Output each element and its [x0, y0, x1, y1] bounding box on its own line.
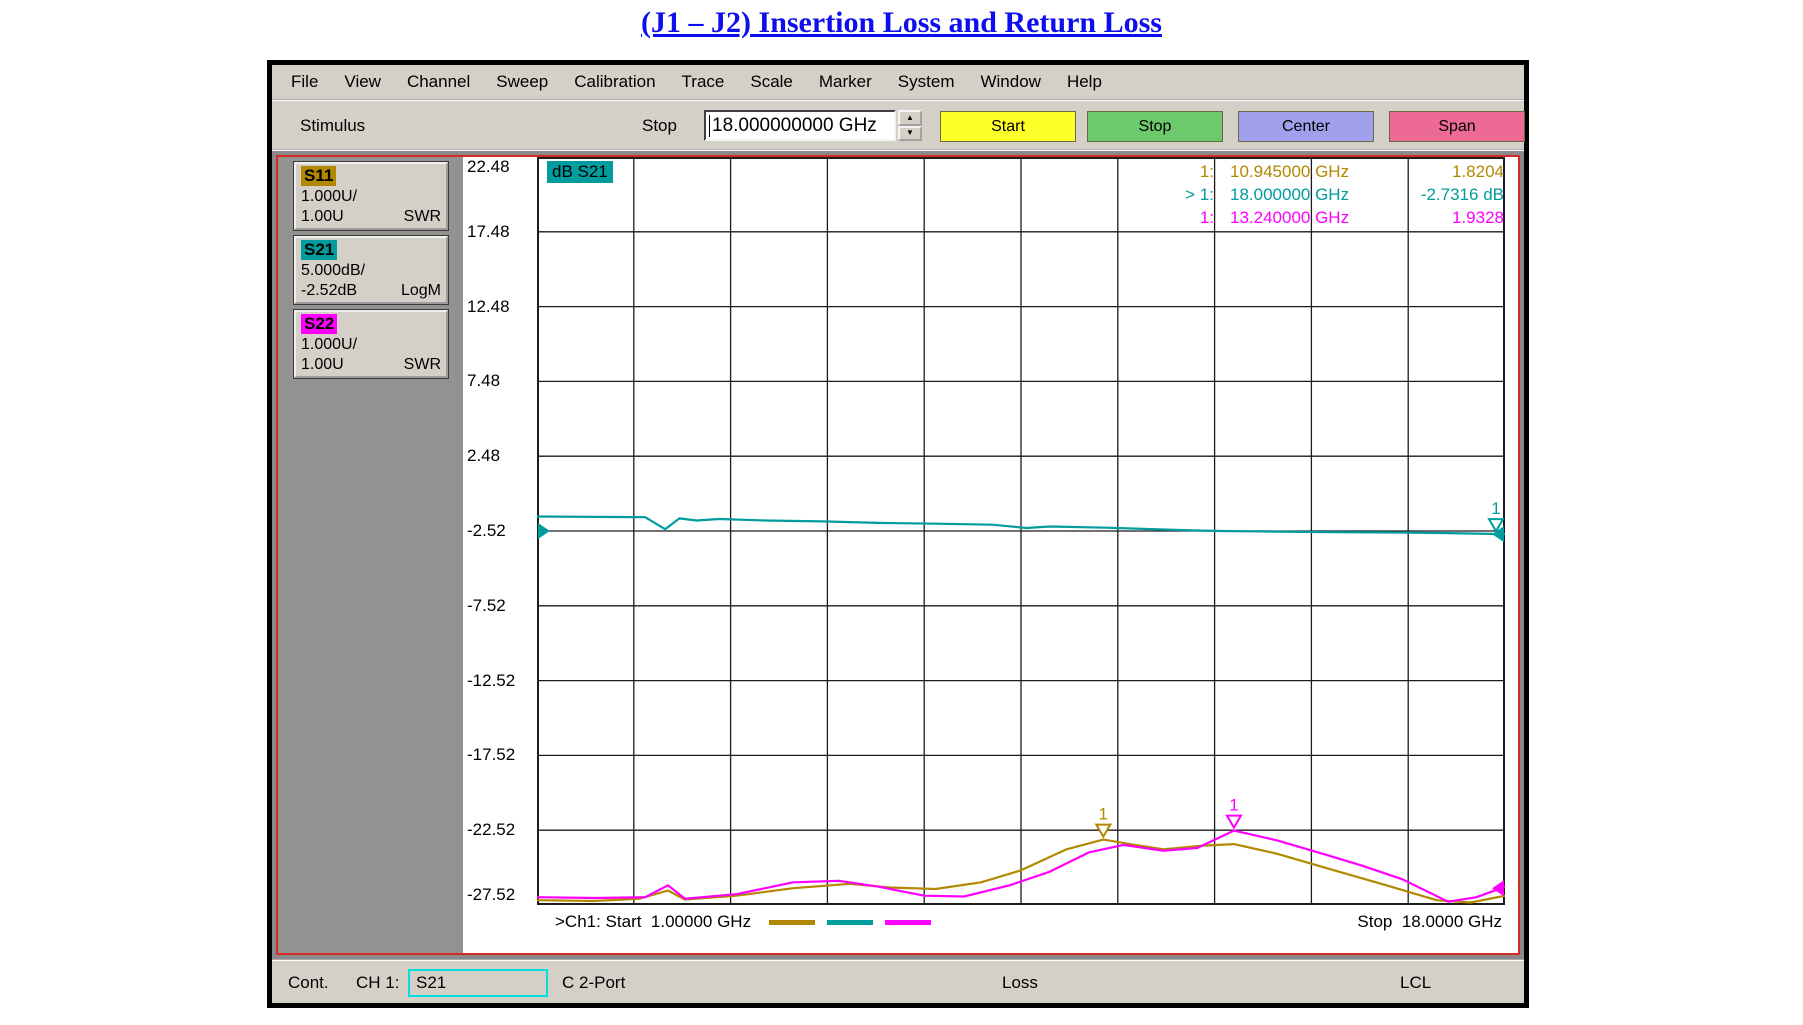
- stop-frequency-value: 18.000000000 GHz: [712, 114, 877, 136]
- y-tick-label: 7.48: [467, 371, 501, 391]
- s22-ref: 1.00U: [301, 356, 344, 373]
- frequency-spinner: ▲ ▼: [898, 110, 922, 141]
- legend-dash-s11: [769, 919, 816, 925]
- start-button[interactable]: Start: [940, 111, 1076, 142]
- menu-window[interactable]: Window: [980, 72, 1041, 91]
- trace-title-status: Loss: [1002, 973, 1038, 992]
- marker-readout-row-s22: 1: 13.240000 GHz 1.9328: [1158, 206, 1504, 229]
- sweep-stop-label: Stop 18.0000 GHz: [1357, 912, 1502, 931]
- span-button[interactable]: Span: [1389, 111, 1525, 142]
- stop-frequency-input[interactable]: 18.000000000 GHz: [704, 110, 896, 141]
- stimulus-toolbar: Stimulus Stop 18.000000000 GHz ▲ ▼ Start…: [272, 101, 1525, 151]
- menu-sweep[interactable]: Sweep: [496, 72, 549, 91]
- y-tick-label: 22.48: [467, 157, 510, 176]
- marker-num: 1:: [1199, 207, 1214, 227]
- menu-system[interactable]: System: [897, 72, 955, 91]
- menu-calibration[interactable]: Calibration: [574, 72, 656, 91]
- spinner-down-icon[interactable]: ▼: [898, 125, 922, 141]
- s21-format: LogM: [400, 282, 441, 299]
- marker-readout: 1: 10.945000 GHz 1.8204 > 1: 18.000000 G…: [1158, 160, 1504, 229]
- measurement-box: S21: [408, 969, 548, 997]
- channel-frame: S11 1.000U/ 1.00U SWR S21 5.000dB/ -2.52…: [276, 155, 1520, 955]
- status-bar: Cont. CH 1: S21 C 2-Port Loss LCL: [272, 959, 1524, 1003]
- s22-tag: S22: [301, 314, 338, 334]
- y-tick-label: -27.52: [467, 885, 516, 904]
- main-area: S11 1.000U/ 1.00U SWR S21 5.000dB/ -2.52…: [272, 151, 1524, 959]
- text-caret: [709, 114, 710, 137]
- active-trace-label: dB S21: [547, 161, 613, 183]
- y-tick-label: 2.48: [467, 446, 501, 466]
- plot-area: 1 1 1: [537, 157, 1505, 905]
- y-tick-label: -7.52: [467, 595, 506, 615]
- marker-freq: 10.945000 GHz: [1230, 161, 1350, 181]
- trace-sidebar: S11 1.000U/ 1.00U SWR S21 5.000dB/ -2.52…: [278, 157, 463, 953]
- menu-trace[interactable]: Trace: [681, 72, 725, 91]
- marker-num: 1:: [1199, 161, 1214, 181]
- y-tick-label: 12.48: [467, 296, 510, 316]
- marker-value: 1.9328: [1452, 207, 1504, 227]
- y-tick-label: 17.48: [467, 221, 510, 241]
- marker-value: 1.8204: [1452, 161, 1504, 181]
- marker-value: -2.7316 dB: [1420, 184, 1504, 204]
- s11-format: SWR: [403, 208, 441, 225]
- legend-dash-s22: [885, 919, 932, 925]
- trace-button-s11[interactable]: S11 1.000U/ 1.00U SWR: [294, 162, 448, 230]
- y-axis-labels: 22.48 17.48 12.48 7.48 2.48 -2.52 -7.52 -12.52 -…: [463, 157, 537, 905]
- trace-button-s21[interactable]: S21 5.000dB/ -2.52dB LogM: [294, 236, 448, 304]
- marker-freq: 18.000000 GHz: [1230, 184, 1350, 204]
- vna-app-window: File View Channel Sweep Calibration Trac…: [267, 60, 1529, 1008]
- menu-marker[interactable]: Marker: [818, 72, 872, 91]
- measurement-value: S21: [416, 973, 447, 992]
- lcl-status: LCL: [1400, 973, 1432, 992]
- spinner-up-icon[interactable]: ▲: [898, 110, 922, 126]
- stop-field-label: Stop: [642, 116, 677, 135]
- s22-format: SWR: [403, 356, 441, 373]
- stimulus-label: Stimulus: [300, 116, 366, 135]
- menu-channel[interactable]: Channel: [406, 72, 471, 91]
- trace-button-s22[interactable]: S22 1.000U/ 1.00U SWR: [294, 310, 448, 378]
- svg-text:1: 1: [1099, 805, 1108, 824]
- channel-label: CH 1:: [356, 973, 400, 992]
- s21-tag: S21: [301, 240, 338, 260]
- s11-tag: S11: [301, 166, 337, 186]
- s11-ref: 1.00U: [301, 208, 344, 225]
- svg-text:1: 1: [1491, 499, 1500, 518]
- menu-view[interactable]: View: [344, 72, 381, 91]
- cal-status: C 2-Port: [562, 973, 626, 992]
- y-tick-label: -22.52: [467, 820, 516, 840]
- sweep-mode-status: Cont.: [288, 973, 329, 992]
- legend-dash-s21: [827, 919, 874, 925]
- marker-readout-row-s11: 1: 10.945000 GHz 1.8204: [1158, 160, 1504, 183]
- y-tick-label: -17.52: [467, 745, 516, 765]
- x-axis-footer: >Ch1: Start 1.00000 GHz Stop 18.0000 GHz: [463, 905, 1518, 939]
- menu-help[interactable]: Help: [1066, 72, 1102, 91]
- menu-file[interactable]: File: [291, 72, 319, 91]
- marker-num: > 1:: [1185, 184, 1214, 204]
- sweep-start-label: >Ch1: Start 1.00000 GHz: [555, 912, 752, 931]
- marker-freq: 13.240000 GHz: [1230, 207, 1350, 227]
- menu-scale[interactable]: Scale: [750, 72, 793, 91]
- s21-scale: 5.000dB/: [301, 262, 366, 279]
- s22-scale: 1.000U/: [301, 336, 358, 353]
- s11-scale: 1.000U/: [301, 188, 358, 205]
- stop-button[interactable]: Stop: [1087, 111, 1223, 142]
- y-tick-label: -2.52: [467, 521, 506, 540]
- svg-text:1: 1: [1229, 796, 1238, 815]
- y-tick-label: -12.52: [467, 670, 516, 690]
- marker-readout-row-s21: > 1: 18.000000 GHz -2.7316 dB: [1158, 183, 1504, 206]
- page-title-link[interactable]: (J1 – J2) Insertion Loss and Return Loss: [641, 6, 1162, 39]
- s21-ref: -2.52dB: [301, 282, 358, 299]
- center-button[interactable]: Center: [1238, 111, 1374, 142]
- chart-panel: 22.48 17.48 12.48 7.48 2.48 -2.52 -7.52 -12.52 -…: [463, 157, 1518, 953]
- menu-bar: File View Channel Sweep Calibration Trac…: [272, 65, 1524, 101]
